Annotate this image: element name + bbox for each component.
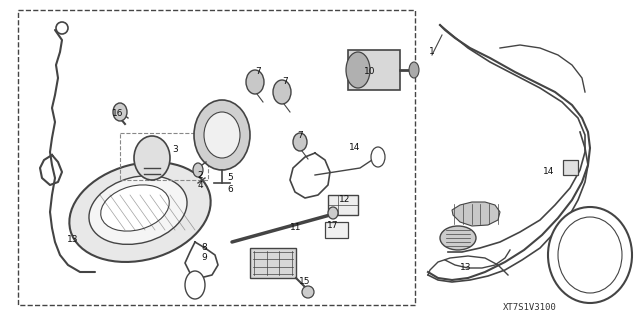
Text: 14: 14 <box>543 167 555 176</box>
Ellipse shape <box>548 207 632 303</box>
Ellipse shape <box>273 80 291 104</box>
Ellipse shape <box>56 22 68 34</box>
Text: 3: 3 <box>172 145 178 154</box>
Text: 6: 6 <box>227 186 233 195</box>
Text: 13: 13 <box>67 235 79 244</box>
Ellipse shape <box>193 163 203 177</box>
Text: 7: 7 <box>297 130 303 139</box>
Ellipse shape <box>204 112 240 158</box>
Text: 9: 9 <box>201 254 207 263</box>
Ellipse shape <box>89 175 187 244</box>
Bar <box>18 10 415 305</box>
Ellipse shape <box>293 133 307 151</box>
Text: 11: 11 <box>291 224 301 233</box>
Ellipse shape <box>246 70 264 94</box>
Ellipse shape <box>113 103 127 121</box>
Text: 2: 2 <box>197 170 203 180</box>
Ellipse shape <box>100 185 170 231</box>
Text: 7: 7 <box>255 68 261 77</box>
Polygon shape <box>452 202 500 226</box>
Text: 8: 8 <box>201 243 207 253</box>
Ellipse shape <box>371 147 385 167</box>
Text: 1: 1 <box>429 48 435 56</box>
Text: 12: 12 <box>339 196 351 204</box>
Text: 5: 5 <box>227 174 233 182</box>
Bar <box>120 133 208 180</box>
Ellipse shape <box>69 162 211 262</box>
Text: 16: 16 <box>112 108 124 117</box>
Text: 10: 10 <box>364 68 376 77</box>
Bar <box>348 50 400 90</box>
Ellipse shape <box>194 100 250 170</box>
Bar <box>328 195 358 215</box>
Ellipse shape <box>134 136 170 180</box>
Bar <box>325 222 348 238</box>
Ellipse shape <box>440 226 476 250</box>
Bar <box>250 248 296 278</box>
Ellipse shape <box>328 207 338 219</box>
Ellipse shape <box>302 286 314 298</box>
Bar <box>563 160 578 175</box>
Text: 15: 15 <box>300 278 311 286</box>
Text: 14: 14 <box>349 144 361 152</box>
Ellipse shape <box>346 52 370 88</box>
Ellipse shape <box>185 271 205 299</box>
Text: 7: 7 <box>282 78 288 86</box>
Text: 17: 17 <box>327 220 339 229</box>
Ellipse shape <box>409 62 419 78</box>
Text: 4: 4 <box>197 181 203 189</box>
Ellipse shape <box>558 217 622 293</box>
Text: XT7S1V3100: XT7S1V3100 <box>503 303 557 313</box>
Text: 13: 13 <box>460 263 472 272</box>
